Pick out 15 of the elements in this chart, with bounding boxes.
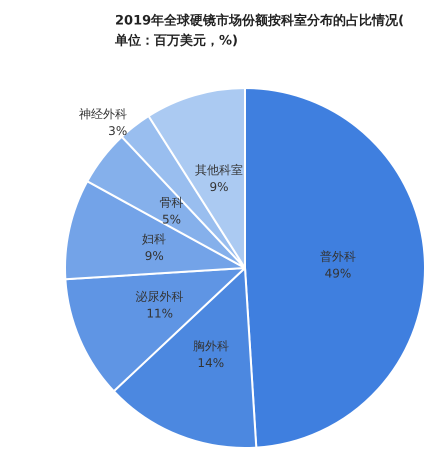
slice-label: 其他科室 (195, 163, 244, 178)
slice-label: 泌尿外科 (136, 289, 184, 304)
data-label: 5% (162, 212, 182, 226)
data-label: 9% (210, 180, 229, 194)
slice-label: 胸外科 (192, 338, 229, 353)
data-label: 14% (197, 356, 224, 370)
data-label: 9% (144, 249, 164, 264)
data-label: 49% (324, 266, 352, 281)
chart-title: 2019年全球硬镜市场份额按科室分布的占比情况(单位：百万美元，%) (114, 12, 404, 48)
slice-label: 神经外科 (79, 107, 128, 122)
slice-label: 普外科 (320, 250, 356, 264)
slice-label: 妇科 (142, 232, 166, 246)
data-label: 3% (108, 124, 128, 138)
data-label: 11% (146, 306, 173, 320)
slice-label: 骨科 (160, 196, 184, 210)
